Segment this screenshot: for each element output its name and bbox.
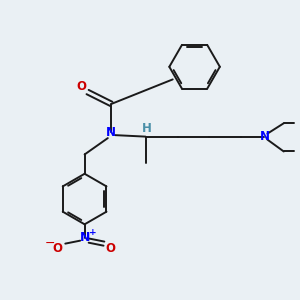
Text: O: O (52, 242, 62, 255)
Text: H: H (142, 122, 152, 135)
Text: −: − (45, 237, 55, 250)
Text: N: N (80, 231, 90, 244)
Text: N: N (106, 126, 116, 139)
Text: N: N (260, 130, 269, 143)
Text: O: O (76, 80, 87, 94)
Text: +: + (89, 228, 97, 237)
Text: O: O (106, 242, 116, 255)
